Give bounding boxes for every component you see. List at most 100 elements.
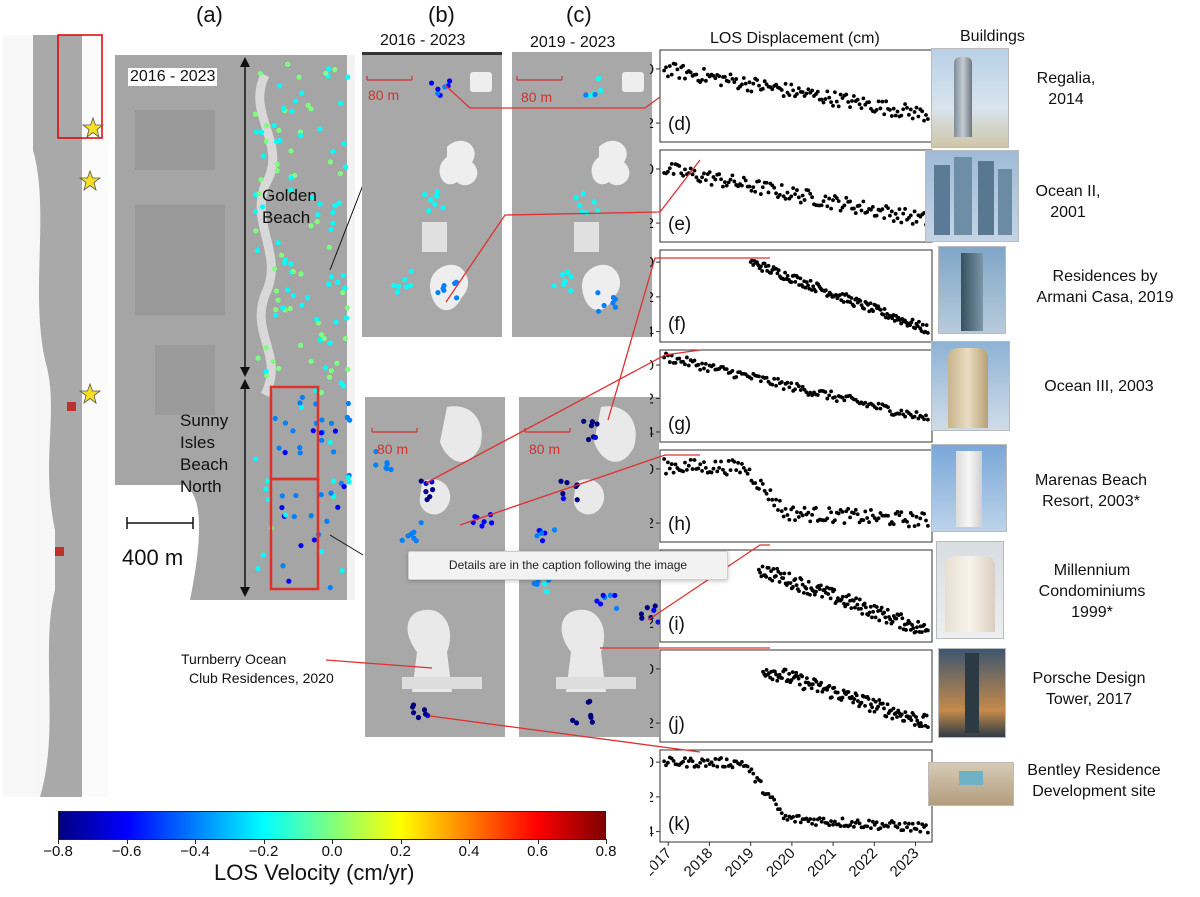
velocity-point <box>335 504 341 510</box>
ts-point <box>797 682 802 687</box>
ts-point <box>696 764 701 769</box>
ts-ytick-label: 0 <box>650 254 654 271</box>
ts-point <box>667 64 672 68</box>
ts-point <box>804 91 809 96</box>
ts-point <box>897 513 902 518</box>
ts-point <box>840 395 845 400</box>
ts-point <box>829 100 834 105</box>
ts-point <box>869 702 873 707</box>
ts-point <box>857 597 862 602</box>
ts-panel-letter: (d) <box>668 114 691 135</box>
ts-point <box>721 184 725 189</box>
ts-point <box>798 388 803 392</box>
velocity-point <box>581 418 587 424</box>
ts-point <box>770 497 775 502</box>
ts-point <box>855 602 860 607</box>
ts-point <box>876 516 881 521</box>
ts-point <box>848 199 852 204</box>
ts-ytick-label: −4 <box>650 824 654 841</box>
ts-point <box>915 625 919 630</box>
ts-point <box>899 220 904 225</box>
scale-80m-b-bottom: 80 m <box>377 441 409 457</box>
velocity-point <box>273 288 280 294</box>
ts-point <box>922 511 926 516</box>
ts-point <box>857 102 862 107</box>
ts-point <box>857 203 862 208</box>
ts-point <box>869 508 873 512</box>
ts-point <box>781 816 786 821</box>
ts-point <box>760 564 765 569</box>
ts-point <box>905 519 909 524</box>
velocity-point <box>345 74 351 80</box>
ts-point <box>796 676 801 681</box>
ts-point <box>886 405 890 410</box>
ts-point <box>897 822 902 826</box>
ts-point <box>662 759 667 764</box>
building-name-h: Marenas Beach Resort, 2003* <box>1016 470 1166 512</box>
velocity-point <box>259 129 265 135</box>
velocity-point <box>343 315 350 321</box>
velocity-point <box>402 277 408 283</box>
velocity-point <box>308 106 314 112</box>
ts-point <box>785 273 790 278</box>
ts-point <box>808 817 813 821</box>
ts-point <box>918 516 923 521</box>
ts-point <box>891 106 896 111</box>
ts-point <box>908 107 913 112</box>
ts-point <box>781 387 786 392</box>
ts-point <box>874 605 879 609</box>
ts-point <box>924 518 928 523</box>
velocity-point <box>610 294 617 301</box>
velocity-point <box>583 210 590 216</box>
ts-point <box>811 284 816 289</box>
ts-point <box>702 758 706 763</box>
ts-point <box>817 587 822 592</box>
ts-point <box>753 481 758 485</box>
ts-point <box>863 509 868 514</box>
ts-point <box>797 589 801 594</box>
ts-point <box>698 462 703 467</box>
building-name-line: Regalia, <box>1036 70 1096 87</box>
velocity-point <box>263 122 270 129</box>
ts-point <box>808 592 812 597</box>
velocity-point <box>263 486 269 492</box>
ts-point <box>889 114 894 118</box>
ts-point <box>709 182 714 187</box>
ts-point <box>913 629 918 634</box>
ts-point <box>851 824 856 829</box>
ts-point <box>688 756 693 761</box>
ts-point <box>822 587 827 592</box>
velocity-point <box>319 417 325 423</box>
ts-xtick-label: 2017 <box>650 845 675 881</box>
ts-point <box>851 598 856 603</box>
ts-point <box>925 117 930 121</box>
ts-point <box>793 518 797 523</box>
velocity-point <box>573 720 580 726</box>
ts-point <box>686 463 691 468</box>
ts-point <box>885 607 890 612</box>
ts-point <box>882 307 887 311</box>
ts-point <box>781 514 786 519</box>
ts-point <box>703 178 708 183</box>
ts-point <box>795 188 799 192</box>
ts-frame <box>659 449 933 543</box>
ts-point <box>812 817 816 822</box>
ts-point <box>762 488 767 493</box>
velocity-point <box>311 537 317 543</box>
ts-point <box>793 192 797 197</box>
colorbar-tick-mark <box>263 839 265 844</box>
velocity-point <box>413 538 419 544</box>
ts-point <box>772 797 777 802</box>
ts-point <box>924 823 928 828</box>
ts-point <box>698 761 703 765</box>
ts-point <box>819 680 824 685</box>
velocity-point <box>345 474 351 481</box>
ts-point <box>798 820 803 825</box>
ts-point <box>848 105 852 109</box>
velocity-point <box>327 584 333 591</box>
ts-point <box>798 200 803 205</box>
ts-point <box>705 369 710 374</box>
ts-point <box>865 824 870 829</box>
velocity-point <box>559 271 566 278</box>
ts-point <box>907 524 911 529</box>
